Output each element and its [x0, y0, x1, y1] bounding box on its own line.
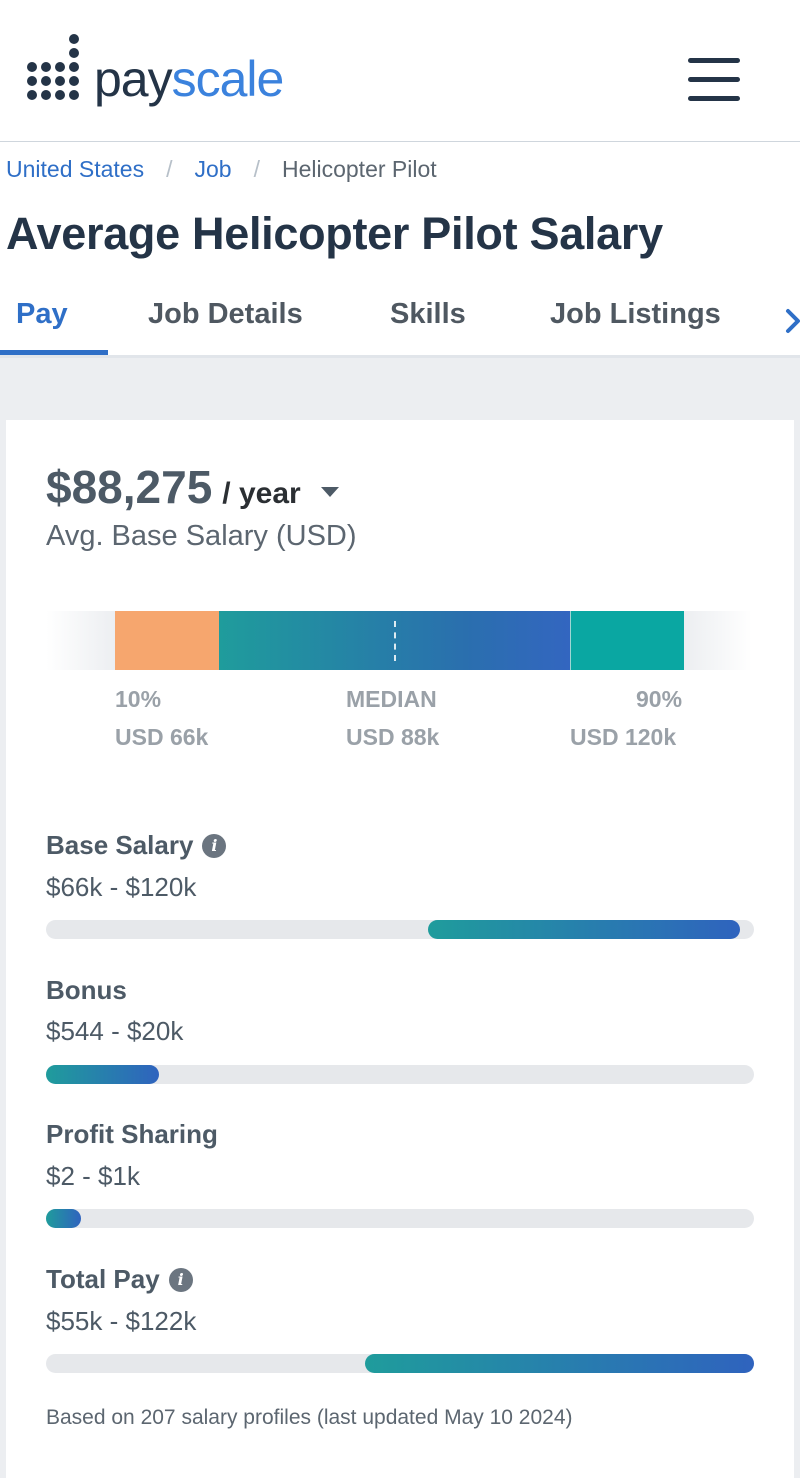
breadcrumb-separator: / [166, 156, 173, 182]
salary-footnote: Based on 207 salary profiles (last updat… [46, 1406, 573, 1429]
bonus-label: Bonus [46, 975, 127, 1005]
payscale-dots-logo-icon [22, 30, 80, 106]
chevron-right-icon[interactable] [784, 306, 800, 336]
breadcrumb-current: Helicopter Pilot [281, 156, 437, 182]
range-bar-left-fade [46, 611, 116, 670]
breadcrumb-link-united-states[interactable]: United States [6, 156, 145, 182]
tab-bar: Pay Job Details Skills Job Listings [0, 288, 800, 358]
tab-job-listings[interactable]: Job Listings [550, 298, 721, 330]
base-salary-range: $66k - $120k [46, 872, 197, 902]
salary-subtitle: Avg. Base Salary (USD) [46, 520, 357, 552]
caret-down-icon[interactable] [320, 487, 339, 497]
range-bar-right-fade [684, 611, 752, 670]
total-pay-range: $55k - $122k [46, 1306, 197, 1336]
base-salary-label: Base Salary [46, 830, 194, 860]
salary-percentile-bar [46, 611, 752, 670]
active-tab-indicator [0, 350, 108, 355]
median-value: USD 88k [346, 724, 440, 750]
p10-value: USD 66k [115, 724, 209, 750]
base-salary-track [46, 920, 754, 939]
median-marker [394, 621, 396, 661]
range-segment-low [115, 611, 219, 670]
bonus-range: $544 - $20k [46, 1016, 184, 1046]
tab-pay[interactable]: Pay [16, 298, 68, 330]
payscale-logo[interactable]: payscale [22, 30, 285, 107]
info-icon[interactable]: i [202, 833, 227, 858]
salary-summary: $88,275 / year [46, 460, 339, 514]
total-pay-fill [364, 1354, 754, 1373]
profit-sharing-title: Profit Sharing [46, 1119, 218, 1150]
logo-wordmark: payscale [94, 51, 285, 107]
profit-sharing-fill [46, 1209, 82, 1228]
salary-amount: $88,275 [46, 461, 213, 513]
total-pay-title: Total Pay i [46, 1264, 193, 1295]
p90-value: USD 120k [570, 724, 677, 750]
bonus-title: Bonus [46, 975, 127, 1006]
breadcrumb-link-job[interactable]: Job [194, 156, 232, 182]
info-icon[interactable]: i [168, 1267, 193, 1292]
logo-word-scale: scale [171, 51, 285, 107]
base-salary-title: Base Salary i [46, 830, 227, 861]
p10-label: 10% [115, 686, 162, 712]
tab-skills[interactable]: Skills [390, 298, 466, 330]
profit-sharing-range: $2 - $1k [46, 1161, 140, 1191]
breadcrumb: United States / Job / Helicopter Pilot [6, 156, 437, 183]
hamburger-menu-icon[interactable] [688, 58, 740, 102]
page-title: Average Helicopter Pilot Salary [6, 208, 663, 259]
salary-card [6, 420, 794, 1478]
p90-label: 90% [636, 686, 683, 712]
site-header: payscale [0, 0, 800, 142]
breadcrumb-separator: / [253, 156, 260, 182]
bonus-track [46, 1065, 754, 1084]
total-pay-label: Total Pay [46, 1264, 160, 1294]
total-pay-track [46, 1354, 754, 1373]
salary-period-select[interactable]: / year [222, 477, 301, 510]
tab-job-details[interactable]: Job Details [148, 298, 303, 330]
profit-sharing-label: Profit Sharing [46, 1119, 218, 1149]
range-segment-high [570, 611, 684, 670]
base-salary-fill [428, 920, 740, 939]
logo-word-pay: pay [94, 51, 173, 107]
profit-sharing-track [46, 1209, 754, 1228]
bonus-fill [46, 1065, 160, 1084]
median-label: MEDIAN [346, 686, 437, 712]
